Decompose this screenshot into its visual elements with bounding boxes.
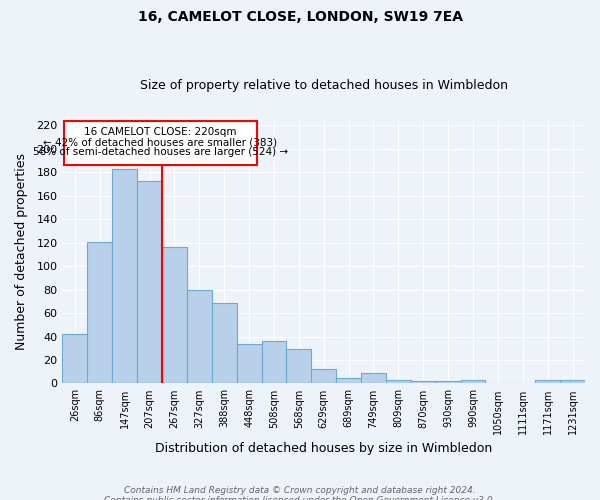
Bar: [336, 378, 361, 384]
Y-axis label: Number of detached properties: Number of detached properties: [15, 153, 28, 350]
Bar: [137, 180, 162, 384]
Bar: [262, 341, 286, 384]
Text: 58% of semi-detached houses are larger (524) →: 58% of semi-detached houses are larger (…: [32, 146, 287, 156]
Text: 16, CAMELOT CLOSE, LONDON, SW19 7EA: 16, CAMELOT CLOSE, LONDON, SW19 7EA: [137, 10, 463, 24]
X-axis label: Distribution of detached houses by size in Wimbledon: Distribution of detached houses by size …: [155, 442, 493, 455]
Bar: [62, 334, 88, 384]
Bar: [236, 344, 262, 384]
Bar: [386, 380, 411, 384]
Text: Contains public sector information licensed under the Open Government Licence v3: Contains public sector information licen…: [104, 496, 496, 500]
Bar: [461, 380, 485, 384]
Bar: [361, 373, 386, 384]
Text: Contains HM Land Registry data © Crown copyright and database right 2024.: Contains HM Land Registry data © Crown c…: [124, 486, 476, 495]
Bar: [286, 350, 311, 384]
FancyBboxPatch shape: [64, 120, 257, 166]
Bar: [212, 302, 236, 384]
Text: ← 42% of detached houses are smaller (383): ← 42% of detached houses are smaller (38…: [43, 137, 277, 147]
Bar: [535, 380, 560, 384]
Bar: [411, 381, 436, 384]
Bar: [112, 169, 137, 384]
Bar: [560, 380, 585, 384]
Bar: [311, 370, 336, 384]
Bar: [162, 248, 187, 384]
Title: Size of property relative to detached houses in Wimbledon: Size of property relative to detached ho…: [140, 79, 508, 92]
Bar: [436, 381, 461, 384]
Bar: [187, 290, 212, 384]
Text: 16 CAMELOT CLOSE: 220sqm: 16 CAMELOT CLOSE: 220sqm: [84, 126, 236, 136]
Bar: [88, 242, 112, 384]
